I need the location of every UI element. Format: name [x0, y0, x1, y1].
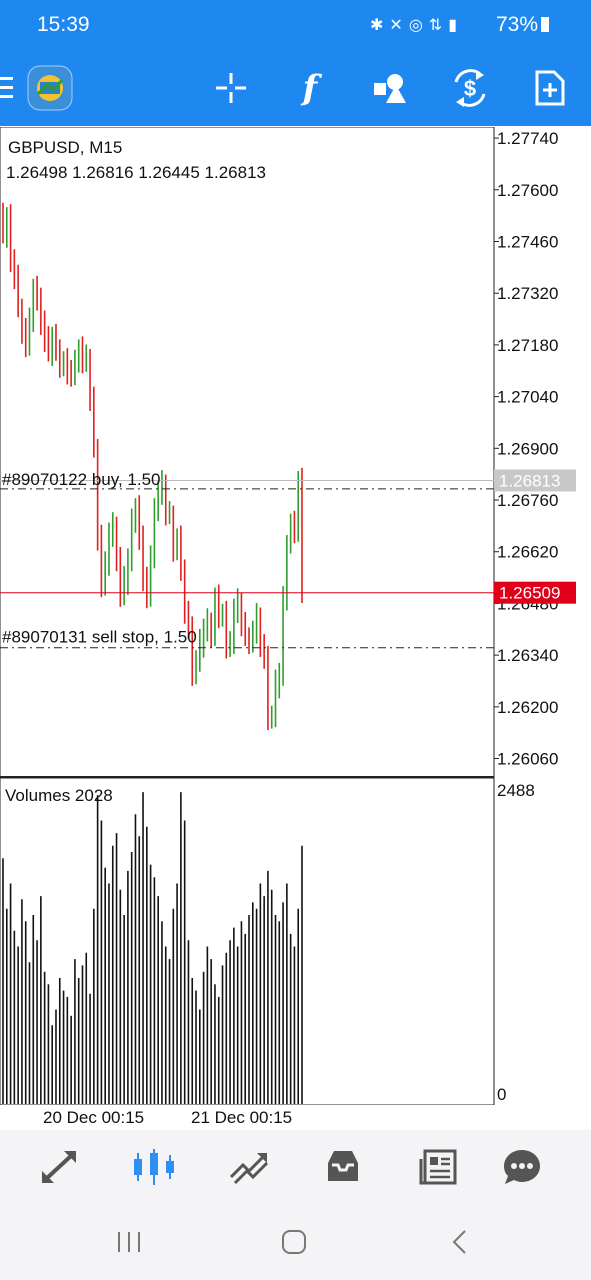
home-icon[interactable]: [269, 1224, 319, 1260]
price-tick-label: 1.26760: [497, 491, 558, 510]
buy-order-label[interactable]: #89070122 buy, 1.50: [2, 470, 161, 489]
price-tick-label: 1.27460: [497, 232, 558, 251]
metatrader-logo[interactable]: [24, 62, 76, 114]
chart-tab-icon[interactable]: [129, 1145, 179, 1189]
crosshair-icon[interactable]: [205, 62, 257, 114]
signal-icon: ▮: [448, 17, 463, 34]
chat-tab-icon[interactable]: [497, 1145, 547, 1189]
time-label: 20 Dec 00:15: [43, 1108, 145, 1127]
chart-area[interactable]: 1.27740 1.27600 1.27460 1.27320 1.27180 1.270…: [0, 127, 591, 1105]
trade-tab-icon[interactable]: [224, 1145, 274, 1189]
ohlc-label: 1.26498 1.26816 1.26445 1.26813: [6, 163, 266, 182]
trade-icon[interactable]: $: [444, 62, 496, 114]
indicators-icon[interactable]: f: [302, 68, 318, 108]
volume-axis-min: 0: [497, 1085, 506, 1104]
price-tick-label: 1.27040: [497, 388, 558, 407]
back-icon[interactable]: [435, 1224, 485, 1260]
price-tick-label: 1.26620: [497, 543, 558, 562]
price-tick-label: 1.26900: [497, 439, 558, 458]
news-tab-icon[interactable]: [413, 1145, 463, 1189]
new-order-icon[interactable]: [524, 62, 576, 114]
price-pane-border: [0, 127, 495, 778]
status-time: 15:39: [37, 13, 90, 36]
volume-pane-border: [0, 777, 495, 1105]
svg-text:$: $: [464, 76, 476, 101]
4g-icon: ⇅: [428, 17, 449, 34]
bottom-navigation: [0, 1130, 591, 1204]
menu-icon[interactable]: [0, 62, 26, 114]
price-tick-label: 1.26060: [497, 750, 558, 769]
history-tab-icon[interactable]: [318, 1145, 368, 1189]
status-icons: ✱✕◎⇅▮: [370, 15, 463, 35]
price-tick-label: 1.27740: [497, 129, 558, 148]
bluetooth-icon: ✱: [370, 17, 390, 34]
bid-price-tag-text: 1.26509: [499, 584, 560, 603]
price-tick-label: 1.27320: [497, 284, 558, 303]
time-label: 21 Dec 00:15: [191, 1108, 293, 1127]
price-tick-label: 1.27600: [497, 181, 558, 200]
quotes-tab-icon[interactable]: [34, 1145, 84, 1189]
mute-icon: ✕: [389, 17, 409, 34]
objects-icon[interactable]: [364, 62, 416, 114]
hotspot-icon: ◎: [408, 17, 429, 34]
price-tick-label: 1.27180: [497, 336, 558, 355]
system-navigation-bar: [0, 1204, 591, 1280]
status-bar: 15:39 ✱✕◎⇅▮ 73%: [0, 0, 591, 52]
price-chart[interactable]: 1.27740 1.27600 1.27460 1.27320 1.27180 1.270…: [0, 127, 591, 1105]
sell-stop-order-label[interactable]: #89070131 sell stop, 1.50: [2, 628, 197, 647]
volume-axis-max: 2488: [497, 781, 535, 800]
time-axis: 20 Dec 00:15 21 Dec 00:15: [0, 1105, 591, 1130]
ask-price-tag: [494, 469, 576, 492]
app-toolbar: f $: [0, 52, 591, 126]
battery-level: 73%: [496, 13, 550, 37]
battery-icon: [541, 17, 550, 32]
volumes-label: Volumes 2028: [5, 786, 113, 805]
bid-price-tag: [494, 581, 576, 604]
symbol-label: GBPUSD, M15: [8, 138, 122, 157]
ask-price-tag-text: 1.26813: [499, 471, 560, 490]
price-tick-label: 1.26340: [497, 646, 558, 665]
recent-apps-icon[interactable]: [104, 1224, 154, 1260]
price-tick-label: 1.26200: [497, 698, 558, 717]
